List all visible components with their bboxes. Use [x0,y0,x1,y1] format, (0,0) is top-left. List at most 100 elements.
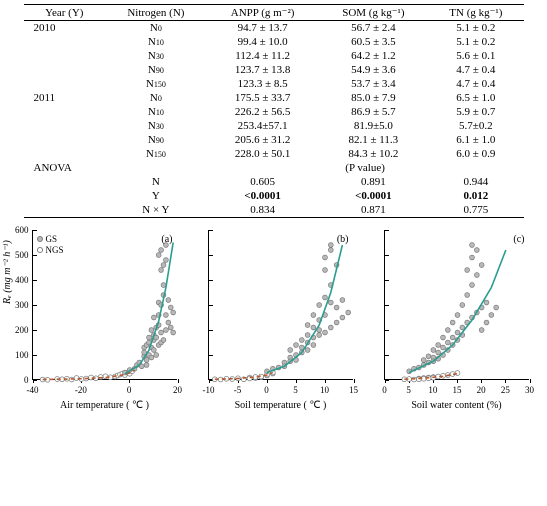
cell-year: 2011 [24,91,106,105]
gs-point [455,330,460,335]
cell-tn: 5.6 ± 0.1 [428,49,523,63]
gs-point [493,305,498,310]
cell-tn: 4.7 ± 0.4 [428,77,523,91]
cell-year [24,77,106,91]
charts-container: Rₑ (mg m⁻² h⁻¹) 0100200300400500600-40-2… [4,224,544,424]
cell-anpp: 123.3 ± 8.5 [207,77,319,91]
chart-panel: 051015202530Soil water content (%)(c) [362,224,532,424]
x-tick-label: 20 [173,385,182,395]
anova-tn: 0.944 [428,175,523,189]
legend-item: GS [37,234,64,244]
x-tick-label: 5 [406,385,411,395]
x-tick-label: -40 [27,385,39,395]
gs-point [435,350,440,355]
pvalue-label: (P value) [207,161,524,175]
gs-point [293,343,298,348]
gs-point [450,320,455,325]
gs-point [469,255,474,260]
cell-nitrogen: N30 [105,49,207,63]
cell-year [24,35,106,49]
gs-point [328,325,333,330]
gs-point [146,335,151,340]
gs-point [450,335,455,340]
anova-label: ANOVA [24,161,106,175]
gs-point [430,348,435,353]
anova-tn: 0.775 [428,203,523,218]
x-tick-label: -10 [203,385,215,395]
table-row: 2010N094.7 ± 13.756.7 ± 2.45.1 ± 0.2 [24,21,524,36]
x-tick-label: 5 [293,385,298,395]
cell-anpp: 123.7 ± 13.8 [207,63,319,77]
cell-tn: 5.7±0.2 [428,119,523,133]
data-table: Year (Y) Nitrogen (N) ANPP (g m⁻²) SOM (… [24,4,524,218]
gs-point [151,315,156,320]
x-tick-label: 10 [320,385,329,395]
gs-point [435,343,440,348]
cell-tn: 5.1 ± 0.2 [428,21,523,36]
gs-point [316,303,321,308]
panel-letter: (b) [337,234,349,245]
gs-point [334,305,339,310]
x-tick-label: 30 [525,385,534,395]
cell-year [24,133,106,147]
cell-tn: 6.1 ± 1.0 [428,133,523,147]
gs-point [464,268,469,273]
x-tick-label: 15 [349,385,358,395]
gs-point [299,338,304,343]
anova-anpp: 0.605 [207,175,319,189]
gs-point [311,343,316,348]
col-anpp: ANPP (g m⁻²) [207,5,319,21]
plot-area: -10-5051015Soil temperature ( ℃ )(b) [208,230,353,380]
cell-som: 53.7 ± 3.4 [319,77,429,91]
gs-point [479,263,484,268]
gs-point [161,283,166,288]
gs-point [474,248,479,253]
legend-marker [37,247,43,253]
legend-marker [37,236,43,242]
gs-point [322,268,327,273]
gs-point [469,283,474,288]
gs-point [287,348,292,353]
x-tick-label: 0 [264,385,269,395]
anova-som: 0.891 [319,175,429,189]
cell-year: 2010 [24,21,106,36]
col-nitrogen: Nitrogen (N) [105,5,207,21]
anova-anpp: 0.834 [207,203,319,218]
anova-row: N × Y0.8340.8710.775 [24,203,524,218]
anova-factor: Y [105,189,207,203]
gs-point [156,253,161,258]
gs-point [144,363,149,368]
gs-point [153,353,158,358]
cell-tn: 5.9 ± 0.7 [428,105,523,119]
cell-anpp: 112.4 ± 11.2 [207,49,319,63]
anova-som: <0.0001 [319,189,429,203]
y-tick-label: 500 [15,250,29,260]
gs-point [328,243,333,248]
cell-year [24,105,106,119]
gs-point [484,300,489,305]
cell-som: 86.9 ± 5.7 [319,105,429,119]
gs-point [316,333,321,338]
gs-point [484,320,489,325]
gs-point [345,310,350,315]
cell-nitrogen: N10 [105,35,207,49]
gs-point [322,330,327,335]
plot-svg [209,230,354,380]
gs-point [488,313,493,318]
panel-letter: (c) [513,234,524,245]
gs-point [459,303,464,308]
gs-point [322,295,327,300]
gs-point [328,248,333,253]
cell-nitrogen: N0 [105,91,207,105]
anova-factor: N × Y [105,203,207,218]
anova-som: 0.871 [319,203,429,218]
cell-anpp: 175.5 ± 33.7 [207,91,319,105]
gs-point [165,320,170,325]
y-tick-label: 100 [15,350,29,360]
table-row: N10226.2 ± 56.586.9 ± 5.75.9 ± 0.7 [24,105,524,119]
gs-point [334,320,339,325]
cell-tn: 5.1 ± 0.2 [428,35,523,49]
table-row: N30253.4±57.181.9±5.05.7±0.2 [24,119,524,133]
gs-point [149,328,154,333]
gs-point [170,330,175,335]
